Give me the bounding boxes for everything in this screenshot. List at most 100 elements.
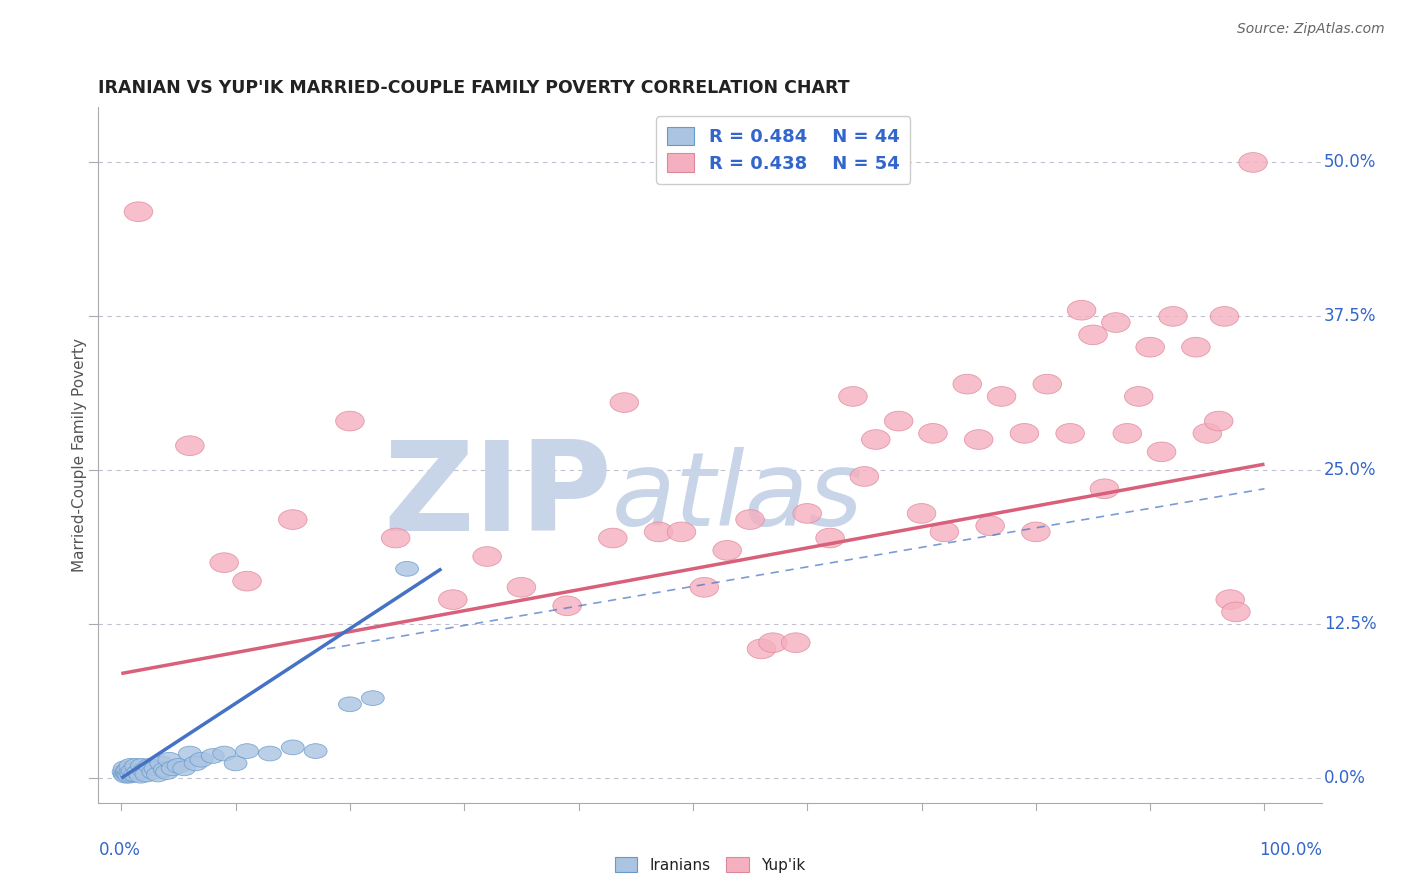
Ellipse shape [129, 768, 152, 783]
Ellipse shape [201, 748, 224, 764]
Ellipse shape [162, 761, 184, 776]
Y-axis label: Married-Couple Family Poverty: Married-Couple Family Poverty [72, 338, 87, 572]
Text: ZIP: ZIP [384, 436, 612, 558]
Ellipse shape [918, 424, 948, 443]
Text: 50.0%: 50.0% [1324, 153, 1376, 171]
Ellipse shape [115, 764, 138, 778]
Legend: Iranians, Yup'ik: Iranians, Yup'ik [609, 850, 811, 879]
Ellipse shape [153, 762, 176, 777]
Ellipse shape [1090, 479, 1119, 499]
Ellipse shape [931, 522, 959, 541]
Ellipse shape [668, 522, 696, 541]
Ellipse shape [339, 697, 361, 712]
Ellipse shape [1067, 301, 1095, 320]
Ellipse shape [131, 758, 153, 773]
Ellipse shape [1147, 442, 1175, 462]
Ellipse shape [907, 504, 936, 524]
Ellipse shape [610, 392, 638, 412]
Ellipse shape [184, 756, 207, 771]
Ellipse shape [125, 758, 148, 773]
Ellipse shape [1010, 424, 1039, 443]
Ellipse shape [1101, 313, 1130, 333]
Ellipse shape [1239, 153, 1267, 172]
Ellipse shape [1216, 590, 1244, 609]
Ellipse shape [759, 632, 787, 653]
Text: 100.0%: 100.0% [1258, 841, 1322, 859]
Text: atlas: atlas [612, 447, 863, 547]
Ellipse shape [118, 768, 141, 783]
Ellipse shape [281, 740, 304, 755]
Ellipse shape [120, 767, 143, 782]
Ellipse shape [361, 690, 384, 706]
Text: 0.0%: 0.0% [98, 841, 141, 859]
Ellipse shape [747, 639, 776, 658]
Ellipse shape [304, 744, 328, 758]
Ellipse shape [987, 386, 1015, 406]
Ellipse shape [127, 764, 150, 780]
Ellipse shape [1222, 602, 1250, 622]
Ellipse shape [508, 577, 536, 597]
Ellipse shape [209, 553, 239, 573]
Ellipse shape [1022, 522, 1050, 541]
Ellipse shape [114, 761, 136, 776]
Ellipse shape [224, 756, 247, 771]
Ellipse shape [120, 758, 142, 773]
Text: 0.0%: 0.0% [1324, 769, 1367, 787]
Ellipse shape [120, 764, 142, 780]
Ellipse shape [117, 767, 139, 782]
Ellipse shape [156, 764, 179, 780]
Ellipse shape [1033, 375, 1062, 394]
Ellipse shape [1114, 424, 1142, 443]
Ellipse shape [439, 590, 467, 609]
Text: 37.5%: 37.5% [1324, 308, 1376, 326]
Ellipse shape [395, 561, 419, 576]
Ellipse shape [735, 509, 765, 530]
Ellipse shape [179, 746, 201, 761]
Ellipse shape [114, 768, 138, 783]
Ellipse shape [278, 509, 307, 530]
Ellipse shape [212, 746, 236, 761]
Ellipse shape [953, 375, 981, 394]
Ellipse shape [381, 528, 411, 548]
Ellipse shape [135, 767, 157, 782]
Ellipse shape [117, 762, 139, 777]
Ellipse shape [115, 766, 138, 780]
Ellipse shape [1125, 386, 1153, 406]
Ellipse shape [336, 411, 364, 431]
Ellipse shape [599, 528, 627, 548]
Ellipse shape [472, 547, 502, 566]
Ellipse shape [124, 767, 146, 782]
Ellipse shape [236, 744, 259, 758]
Ellipse shape [142, 764, 165, 780]
Ellipse shape [1078, 325, 1108, 344]
Ellipse shape [815, 528, 845, 548]
Ellipse shape [862, 430, 890, 450]
Ellipse shape [1205, 411, 1233, 431]
Ellipse shape [838, 386, 868, 406]
Ellipse shape [1159, 307, 1187, 326]
Ellipse shape [112, 764, 135, 780]
Ellipse shape [176, 436, 204, 456]
Ellipse shape [173, 761, 195, 776]
Ellipse shape [167, 758, 190, 773]
Ellipse shape [782, 632, 810, 653]
Ellipse shape [132, 764, 156, 778]
Ellipse shape [690, 577, 718, 597]
Ellipse shape [145, 761, 167, 776]
Ellipse shape [157, 752, 181, 767]
Ellipse shape [976, 516, 1004, 535]
Ellipse shape [1194, 424, 1222, 443]
Ellipse shape [138, 758, 162, 773]
Ellipse shape [1056, 424, 1084, 443]
Ellipse shape [190, 752, 212, 767]
Ellipse shape [713, 541, 741, 560]
Ellipse shape [1181, 337, 1211, 357]
Ellipse shape [884, 411, 912, 431]
Ellipse shape [1211, 307, 1239, 326]
Ellipse shape [965, 430, 993, 450]
Ellipse shape [150, 756, 173, 771]
Ellipse shape [121, 764, 145, 778]
Text: 12.5%: 12.5% [1324, 615, 1376, 633]
Text: 25.0%: 25.0% [1324, 461, 1376, 479]
Ellipse shape [233, 571, 262, 591]
